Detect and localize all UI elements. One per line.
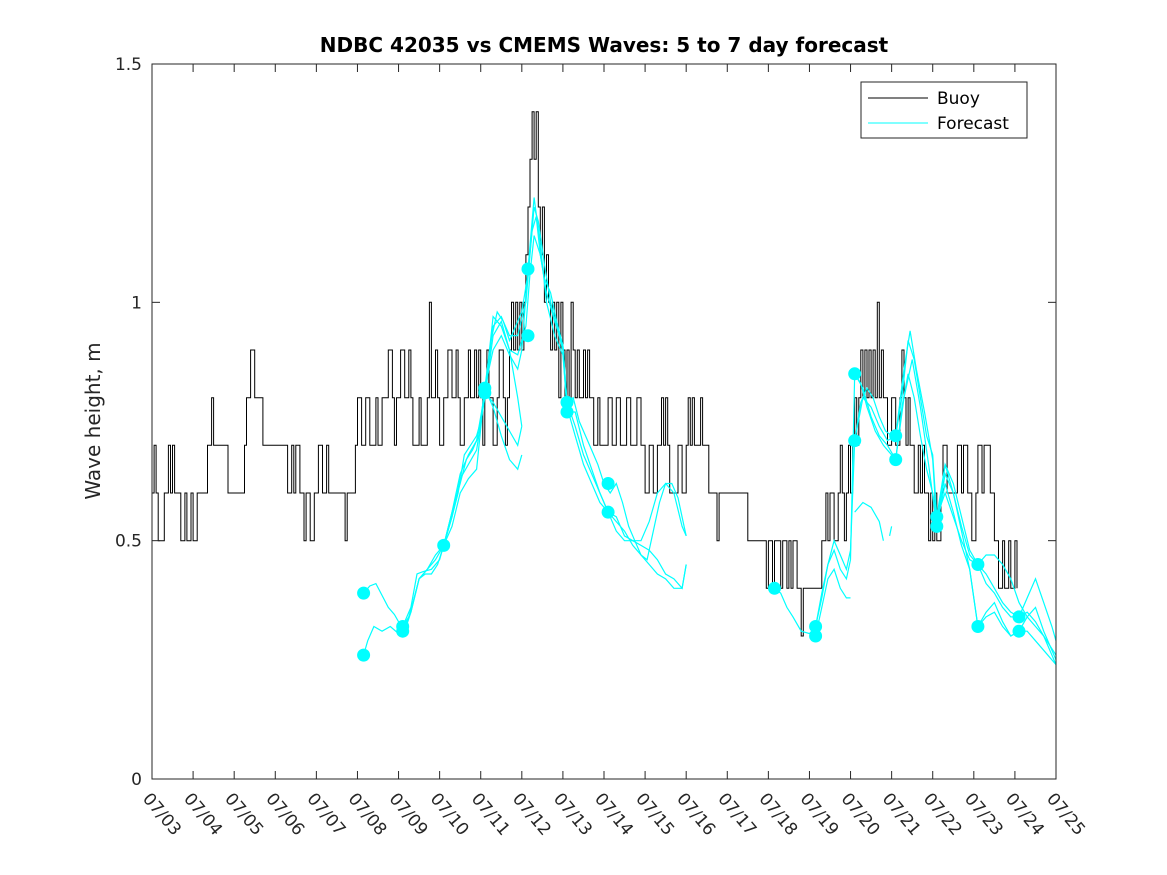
chart-title: NDBC 42035 vs CMEMS Waves: 5 to 7 day fo… bbox=[320, 33, 889, 57]
forecast-start-point-5 bbox=[437, 538, 451, 552]
y-axis-label: Wave height, m bbox=[81, 342, 105, 499]
forecast-start-point-9 bbox=[521, 329, 535, 343]
forecast-start-point-16 bbox=[809, 629, 823, 643]
forecast-start-point-24 bbox=[971, 620, 985, 633]
forecast-start-point-21 bbox=[930, 510, 944, 524]
forecast-start-point-15 bbox=[809, 620, 823, 633]
legend-box bbox=[860, 81, 1028, 139]
y-tick-label: 1 bbox=[131, 293, 142, 313]
forecast-start-point-4 bbox=[396, 624, 410, 638]
forecast-start-point-10 bbox=[560, 395, 574, 409]
legend: Buoy Forecast bbox=[860, 81, 1028, 139]
forecast-run-8 bbox=[484, 392, 523, 447]
forecast-start-point-22 bbox=[930, 519, 944, 533]
forecast-start-point-1 bbox=[357, 586, 371, 600]
forecast-run-17 bbox=[889, 526, 893, 537]
forecast-start-point-13 bbox=[601, 505, 615, 519]
forecast-layer bbox=[363, 197, 1057, 665]
forecast-start-point-17 bbox=[848, 367, 862, 381]
forecast-start-point-20 bbox=[889, 453, 903, 467]
forecast-start-point-23 bbox=[971, 558, 985, 571]
forecast-run-10 bbox=[815, 567, 851, 637]
buoy-layer bbox=[152, 111, 1018, 637]
forecast-start-point-8 bbox=[521, 262, 535, 276]
buoy-line bbox=[152, 111, 1018, 637]
forecast-start-point-19 bbox=[889, 429, 903, 443]
forecast-run-14 bbox=[936, 462, 1057, 641]
forecast-start-point-26 bbox=[1012, 624, 1026, 638]
plot-area bbox=[151, 63, 1057, 780]
axes-background bbox=[152, 64, 1056, 779]
forecast-start-point-18 bbox=[848, 434, 862, 448]
forecast-start-point-7 bbox=[478, 386, 492, 400]
legend-label-buoy: Buoy bbox=[937, 89, 980, 109]
forecast-run-16 bbox=[854, 501, 884, 541]
forecast-run-15 bbox=[936, 483, 1057, 661]
forecast-start-point-25 bbox=[1012, 610, 1026, 624]
y-tick-label: 1.5 bbox=[115, 55, 142, 75]
legend-label-forecast: Forecast bbox=[937, 114, 1009, 134]
y-tick-label: 0 bbox=[131, 770, 142, 790]
forecast-start-point-12 bbox=[601, 477, 615, 490]
forecast-run-6 bbox=[484, 197, 687, 589]
forecast-start-points bbox=[357, 262, 1026, 662]
y-tick-label: 0.5 bbox=[115, 532, 142, 552]
forecast-start-point-11 bbox=[560, 405, 574, 419]
forecast-run-11 bbox=[815, 371, 1057, 665]
forecast-run-7 bbox=[484, 387, 523, 471]
forecast-start-point-14 bbox=[768, 581, 781, 595]
forecast-start-point-2 bbox=[357, 648, 371, 662]
forecast-run-4 bbox=[402, 206, 687, 632]
y-axis: 0 0.5 1 1.5 bbox=[115, 55, 1056, 790]
